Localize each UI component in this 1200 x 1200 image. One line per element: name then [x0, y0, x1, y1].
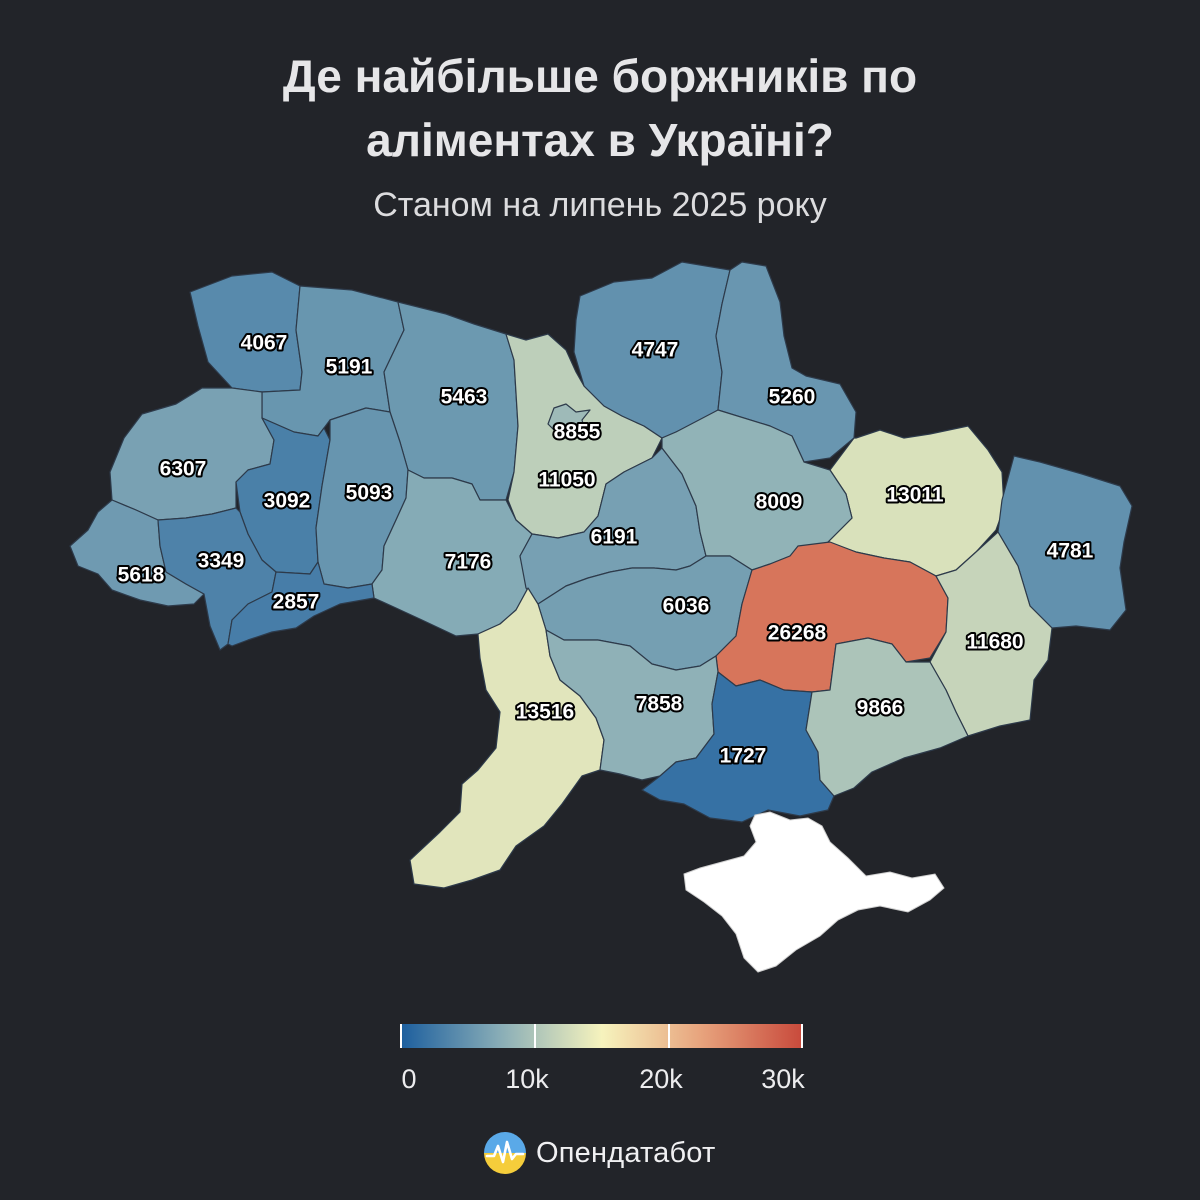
- region-kyiv-city: [547, 403, 591, 441]
- scale-tick: [400, 1024, 402, 1048]
- region-value-label: 11050: [538, 469, 595, 492]
- region-value-label: 9866: [857, 697, 904, 720]
- region-value-label: 4067: [241, 332, 288, 355]
- scale-tick-label: 0: [401, 1064, 417, 1094]
- region-value-label: 6191: [591, 526, 638, 549]
- region-value-label: 8009: [756, 491, 803, 514]
- region-value-label: 13011: [886, 484, 944, 507]
- region-value-label: 5260: [769, 386, 816, 409]
- region-value-label: 4781: [1047, 540, 1094, 563]
- region-value-label: 6307: [160, 458, 207, 481]
- chart-subtitle: Станом на липень 2025 року: [373, 186, 827, 224]
- scale-tick-label: 20k: [639, 1064, 683, 1094]
- region-zaporizhzhia: [805, 637, 969, 797]
- brand: Опендатабот: [484, 1131, 716, 1175]
- region-donetsk: [929, 531, 1053, 737]
- region-value-label: 5093: [346, 482, 393, 505]
- region-value-label: 3092: [264, 490, 311, 513]
- region-crimea: [683, 811, 945, 973]
- region-value-label: 1727: [720, 745, 767, 768]
- scale-tick-label: 10k: [505, 1064, 549, 1094]
- title-line-1: Де найбільше боржників по: [282, 50, 918, 102]
- region-chernivtsi: [227, 561, 375, 647]
- region-value-label: 3349: [198, 550, 245, 573]
- region-value-label: 2857: [273, 591, 320, 614]
- title-line-2: аліментах в Україні?: [366, 114, 834, 166]
- region-value-label: 5463: [441, 386, 488, 409]
- region-value-label: 6036: [663, 595, 710, 618]
- chart-title: Де найбільше боржників по аліментах в Ук…: [0, 44, 1200, 172]
- scale-tick: [534, 1024, 536, 1048]
- scale-tick: [668, 1024, 670, 1048]
- color-scale-bar: [401, 1024, 803, 1048]
- region-value-label: 4747: [632, 339, 679, 362]
- opendatabot-logo-icon: [484, 1132, 526, 1174]
- region-value-label: 7176: [445, 551, 492, 574]
- brand-name: Опендатабот: [536, 1136, 716, 1169]
- region-value-label: 26268: [768, 622, 827, 645]
- scale-tick-label: 30k: [761, 1064, 805, 1094]
- region-odesa: [409, 587, 605, 889]
- region-value-label: 5191: [326, 356, 373, 379]
- region-value-label: 7858: [636, 693, 683, 716]
- region-value-label: 13516: [516, 701, 574, 724]
- region-value-label: 11680: [966, 631, 1023, 654]
- region-kherson: [641, 671, 835, 823]
- region-value-label: 5618: [118, 564, 165, 587]
- region-value-label: 8855: [554, 421, 601, 444]
- scale-tick: [801, 1024, 803, 1048]
